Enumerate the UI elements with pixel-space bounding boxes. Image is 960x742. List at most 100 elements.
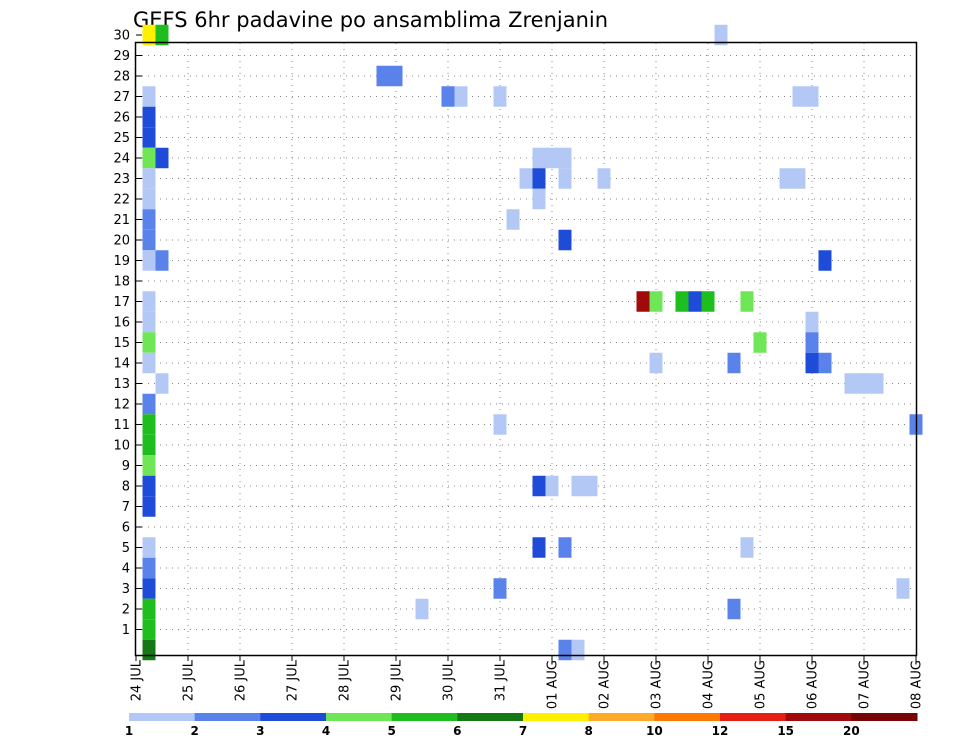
x-tick-label: 25 JUL — [182, 659, 197, 701]
data-cell — [142, 537, 156, 558]
y-tick-label: 26 — [113, 111, 130, 126]
data-cell — [727, 352, 741, 374]
colorbar-tick-label: 5 — [387, 724, 395, 738]
x-tick-label: 02 AUG — [598, 660, 613, 709]
colorbar-tick-label: 1 — [125, 724, 133, 738]
data-cell — [675, 291, 689, 312]
y-tick-label: 17 — [113, 295, 130, 310]
data-cell — [142, 311, 156, 333]
colorbar-segment — [194, 713, 261, 721]
data-cell — [142, 414, 156, 435]
y-tick-label: 7 — [122, 500, 130, 515]
y-tick-label: 3 — [122, 582, 130, 597]
x-tick-label: 24 JUL — [130, 659, 145, 701]
data-cell — [584, 475, 598, 497]
data-cell — [532, 147, 546, 169]
y-tick-label: 15 — [113, 336, 130, 351]
y-tick-label: 12 — [113, 398, 130, 413]
y-tick-label: 16 — [113, 316, 130, 331]
x-tick-label: 08 AUG — [910, 660, 925, 709]
data-cell — [805, 86, 819, 107]
x-tick-label: 06 AUG — [806, 660, 821, 709]
data-cell — [493, 578, 507, 599]
data-cell — [441, 86, 455, 107]
data-cell — [142, 106, 156, 128]
colorbar-segment — [654, 713, 721, 721]
y-tick-label: 4 — [122, 562, 130, 577]
y-tick-label: 21 — [113, 213, 130, 228]
data-cell — [727, 598, 741, 620]
data-cell — [818, 250, 832, 271]
data-cell — [558, 537, 572, 558]
colorbar-segment — [457, 713, 524, 721]
data-cell — [558, 229, 572, 251]
y-tick-label: 30 — [113, 29, 130, 44]
y-tick-label: 27 — [113, 90, 130, 105]
y-tick-label: 1 — [122, 623, 130, 638]
data-cell — [636, 291, 650, 312]
data-cell — [571, 639, 585, 661]
x-tick-label: 03 AUG — [650, 660, 665, 709]
data-cell — [142, 578, 156, 599]
plot-frame — [134, 41, 918, 657]
data-cell — [142, 291, 156, 312]
data-cell — [532, 188, 546, 210]
colorbar-tick-label: 6 — [453, 724, 461, 738]
x-tick-label: 28 JUL — [338, 659, 353, 701]
data-cell — [142, 619, 156, 640]
y-tick-label: 13 — [113, 377, 130, 392]
data-cell — [740, 291, 754, 312]
data-cell — [142, 209, 156, 230]
data-cell — [142, 598, 156, 620]
data-cell — [818, 352, 832, 374]
data-cell — [142, 86, 156, 107]
data-cell — [142, 393, 156, 415]
data-cell — [155, 24, 169, 46]
data-cell — [142, 168, 156, 189]
data-cell — [142, 127, 156, 148]
data-cell — [142, 332, 156, 353]
data-cell — [896, 578, 910, 599]
x-tick-label: 04 AUG — [702, 660, 717, 709]
data-cell — [532, 537, 546, 558]
colorbar-segment — [260, 713, 327, 721]
colorbar-segment — [129, 713, 196, 721]
data-cell — [493, 86, 507, 107]
colorbar-tick-label: 2 — [190, 724, 198, 738]
x-tick-label: 27 JUL — [286, 659, 301, 701]
colorbar-tick-label: 8 — [584, 724, 592, 738]
colorbar-tick-label: 15 — [777, 724, 794, 738]
x-axis: 24 JUL 25 JUL 26 JUL 27 JUL 28 JUL 29 JUL 30 J… — [130, 655, 925, 709]
data-cell — [506, 209, 520, 230]
y-tick-label: 28 — [113, 70, 130, 85]
colorbar-tick-label: 12 — [712, 724, 729, 738]
y-tick-label: 20 — [113, 234, 130, 249]
x-tick-label: 05 AUG — [754, 660, 769, 709]
data-cell — [142, 250, 156, 271]
colorbar-tick-label: 10 — [646, 724, 663, 738]
data-cell — [519, 168, 533, 189]
data-cell — [493, 414, 507, 435]
y-tick-label: 10 — [113, 439, 130, 454]
colorbar-segment — [523, 713, 590, 721]
data-cell — [844, 373, 858, 394]
data-cell — [142, 639, 156, 661]
y-tick-label: 11 — [113, 418, 130, 433]
data-cell — [142, 557, 156, 579]
data-cell — [805, 332, 819, 353]
data-cell — [155, 250, 169, 271]
colorbar-tick-label: 20 — [843, 724, 860, 738]
colorbar-segment — [588, 713, 655, 721]
data-cell — [142, 455, 156, 476]
x-tick-label: 31 JUL — [494, 659, 509, 701]
data-cell — [532, 475, 546, 497]
y-tick-label: 5 — [122, 541, 130, 556]
data-cell — [415, 598, 429, 620]
x-tick-label: 26 JUL — [234, 659, 249, 701]
data-cell — [142, 352, 156, 374]
data-cell — [155, 147, 169, 169]
data-cell — [805, 352, 819, 374]
data-cell — [558, 168, 572, 189]
x-tick-label: 01 AUG — [546, 660, 561, 709]
